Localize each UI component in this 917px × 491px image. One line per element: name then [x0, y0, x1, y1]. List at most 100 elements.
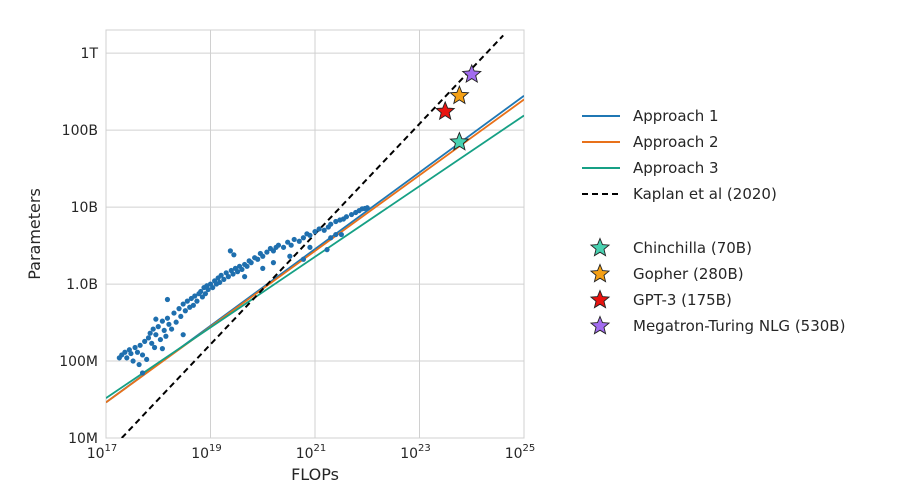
- scatter-point: [155, 324, 161, 330]
- scatter-point: [132, 344, 138, 351]
- scatter-point: [260, 253, 266, 259]
- scatter-point: [130, 358, 136, 364]
- scatter-point: [184, 298, 190, 304]
- series-line-3: [106, 114, 524, 399]
- scatter-point: [288, 242, 294, 248]
- scatter-point: [164, 315, 171, 321]
- scatter-point: [285, 239, 291, 245]
- scatter-point: [142, 338, 148, 344]
- y-tick-label: 1.0B: [66, 277, 98, 293]
- legend-label: Approach 2: [633, 133, 719, 151]
- scatter-point: [348, 211, 355, 218]
- scatter-point: [296, 238, 302, 244]
- scatter-point: [324, 247, 330, 253]
- scatter-point: [178, 313, 184, 320]
- scatter-point: [173, 319, 179, 325]
- scatter-point: [205, 286, 211, 293]
- scatter-point: [166, 321, 172, 327]
- scatter-point: [291, 236, 297, 243]
- model-markers: [434, 63, 482, 151]
- scatter-point: [270, 248, 277, 254]
- scatter-point: [328, 221, 334, 227]
- scatter-point: [217, 279, 223, 286]
- scatter-point: [153, 332, 159, 338]
- scatter-point: [300, 235, 307, 241]
- scatter-point: [230, 271, 236, 277]
- scatter-point: [260, 265, 266, 271]
- x-tick-label: 1023: [400, 443, 431, 462]
- scatter-point: [333, 231, 339, 238]
- y-tick-label: 1T: [81, 46, 99, 62]
- scatter-point: [171, 310, 177, 316]
- scatter-point: [157, 336, 164, 343]
- scatter-point: [151, 344, 158, 351]
- x-axis-ticks: 1017 1019 1021 1023 1025: [87, 443, 536, 462]
- scatter-point: [338, 231, 344, 238]
- scatter-point: [128, 350, 134, 357]
- scatter-point: [242, 274, 248, 280]
- scatter-point: [275, 242, 282, 248]
- y-axis-ticks: 10M 100M 1.0B 10B 100B 1T: [59, 46, 98, 447]
- y-tick-label: 10M: [68, 431, 98, 447]
- scatter-point: [137, 342, 143, 348]
- scatter-point: [163, 333, 169, 339]
- legend-star-swatch: [589, 315, 611, 335]
- legend-label: GPT-3 (175B): [633, 291, 732, 309]
- scatter-point: [153, 316, 159, 322]
- scatter-point: [122, 349, 128, 355]
- scatter-point: [164, 296, 171, 303]
- scatter-point: [239, 266, 245, 273]
- scatter-point: [161, 327, 167, 334]
- scatter-point: [124, 355, 130, 361]
- legend-label: Approach 3: [633, 159, 719, 177]
- scatter-point: [244, 263, 250, 269]
- scatter-point: [180, 332, 186, 338]
- scatter-point: [145, 335, 152, 341]
- y-axis-label: Parameters: [25, 188, 44, 280]
- scatter-point: [328, 235, 334, 241]
- scatter-point: [312, 229, 318, 235]
- scatter-point: [139, 370, 146, 376]
- scatter-point: [159, 318, 165, 324]
- scatter-point: [264, 249, 270, 255]
- scatter-point: [194, 298, 200, 304]
- scatter-point: [218, 272, 224, 278]
- x-tick-label: 1017: [87, 443, 118, 462]
- legend-star-swatch: [589, 263, 611, 283]
- scatter-point: [321, 227, 327, 233]
- scatter-point: [159, 346, 165, 352]
- scatter-point: [227, 248, 233, 254]
- model-star-marker: [461, 63, 482, 84]
- legend-label: Megatron-Turing NLG (530B): [633, 317, 845, 335]
- legend-label: Approach 1: [633, 107, 719, 125]
- legend-label: Kaplan et al (2020): [633, 185, 777, 203]
- series-line-4: [121, 34, 504, 438]
- scatter-point: [225, 274, 231, 280]
- scatter-point: [255, 256, 261, 262]
- scatter-point: [234, 269, 241, 275]
- scatter-point: [198, 288, 204, 295]
- y-tick-label: 100B: [62, 123, 98, 139]
- scatter-point: [316, 226, 322, 232]
- x-tick-label: 1019: [191, 443, 222, 462]
- x-tick-label: 1021: [296, 443, 327, 462]
- legend-star-swatch: [589, 237, 611, 257]
- x-tick-label: 1025: [505, 443, 536, 462]
- scatter-point: [270, 260, 277, 266]
- scatter-point: [231, 252, 237, 258]
- scatter-point: [248, 260, 254, 266]
- scatter-point: [168, 326, 175, 332]
- scatter-point: [136, 361, 142, 368]
- scatter-point: [176, 306, 182, 312]
- scatter-point: [210, 284, 216, 291]
- legend-star-swatch: [589, 289, 611, 309]
- scatter-point: [307, 244, 313, 250]
- plot-frame: [105, 29, 525, 439]
- scatter-point: [139, 352, 146, 358]
- scatter-point: [223, 270, 229, 276]
- scatter-point: [287, 253, 293, 259]
- scatter-point: [307, 232, 313, 238]
- x-axis-label: FLOPs: [291, 465, 339, 484]
- y-tick-label: 100M: [59, 354, 98, 370]
